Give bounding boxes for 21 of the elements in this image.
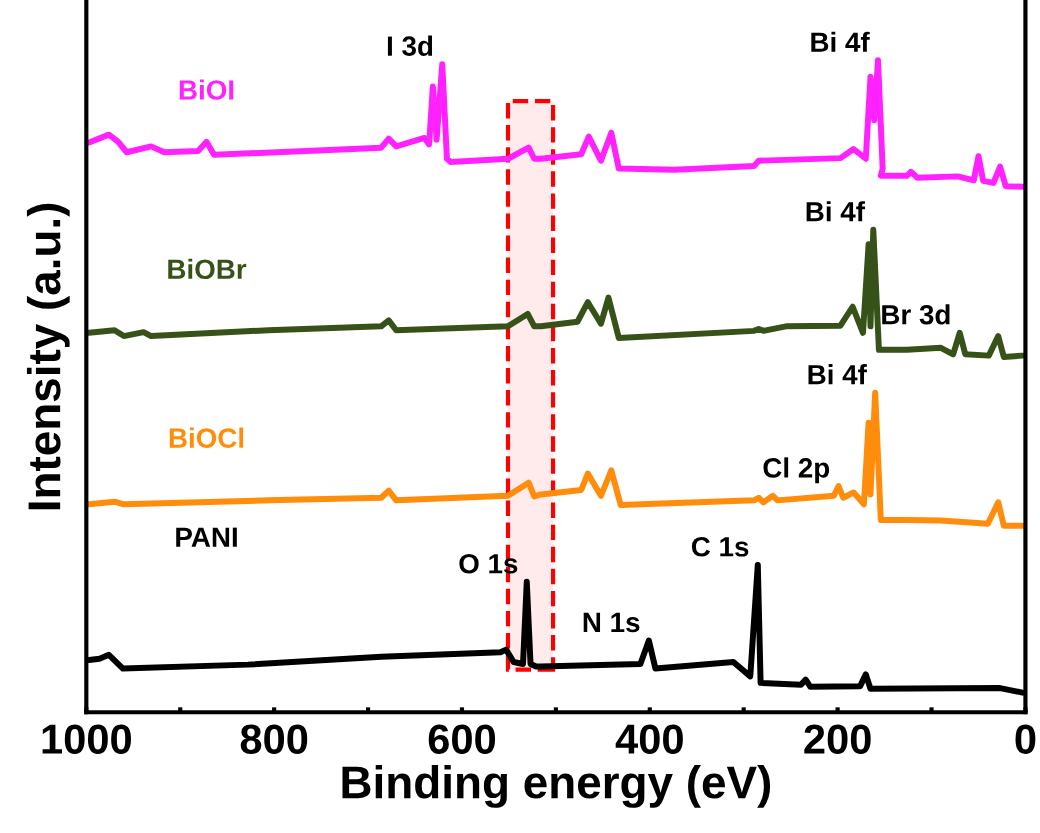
x-tick-label: 200 [804, 724, 871, 754]
annotation: O 1s [459, 553, 518, 574]
x-tick-label: 1000 [42, 724, 131, 754]
x-tick-label: 400 [615, 724, 683, 754]
annotation: Cl 2p [763, 457, 830, 484]
text: PANI [176, 527, 237, 547]
annotation: N 1s [583, 612, 640, 633]
series-label: BiOCl [169, 427, 244, 448]
annotation: Bi 4f [806, 201, 866, 222]
annotation: C 1s [691, 536, 749, 557]
x-tick-label: 800 [240, 724, 308, 754]
annotation: Bi 4f [808, 364, 867, 385]
x-axis-title: Binding energy (eV) [342, 764, 771, 808]
annotation: Br 3d [882, 304, 950, 325]
annotation: Bi 4f [811, 31, 870, 52]
annotation: I 3d [387, 35, 433, 57]
series-label: BiOI [179, 79, 234, 100]
x-tick-label: 600 [428, 724, 496, 754]
y-axis-title: Intensity (a.u.) [26, 203, 70, 510]
x-tick-label: 0 [1015, 724, 1036, 754]
series-label: BiOBr [168, 258, 247, 280]
